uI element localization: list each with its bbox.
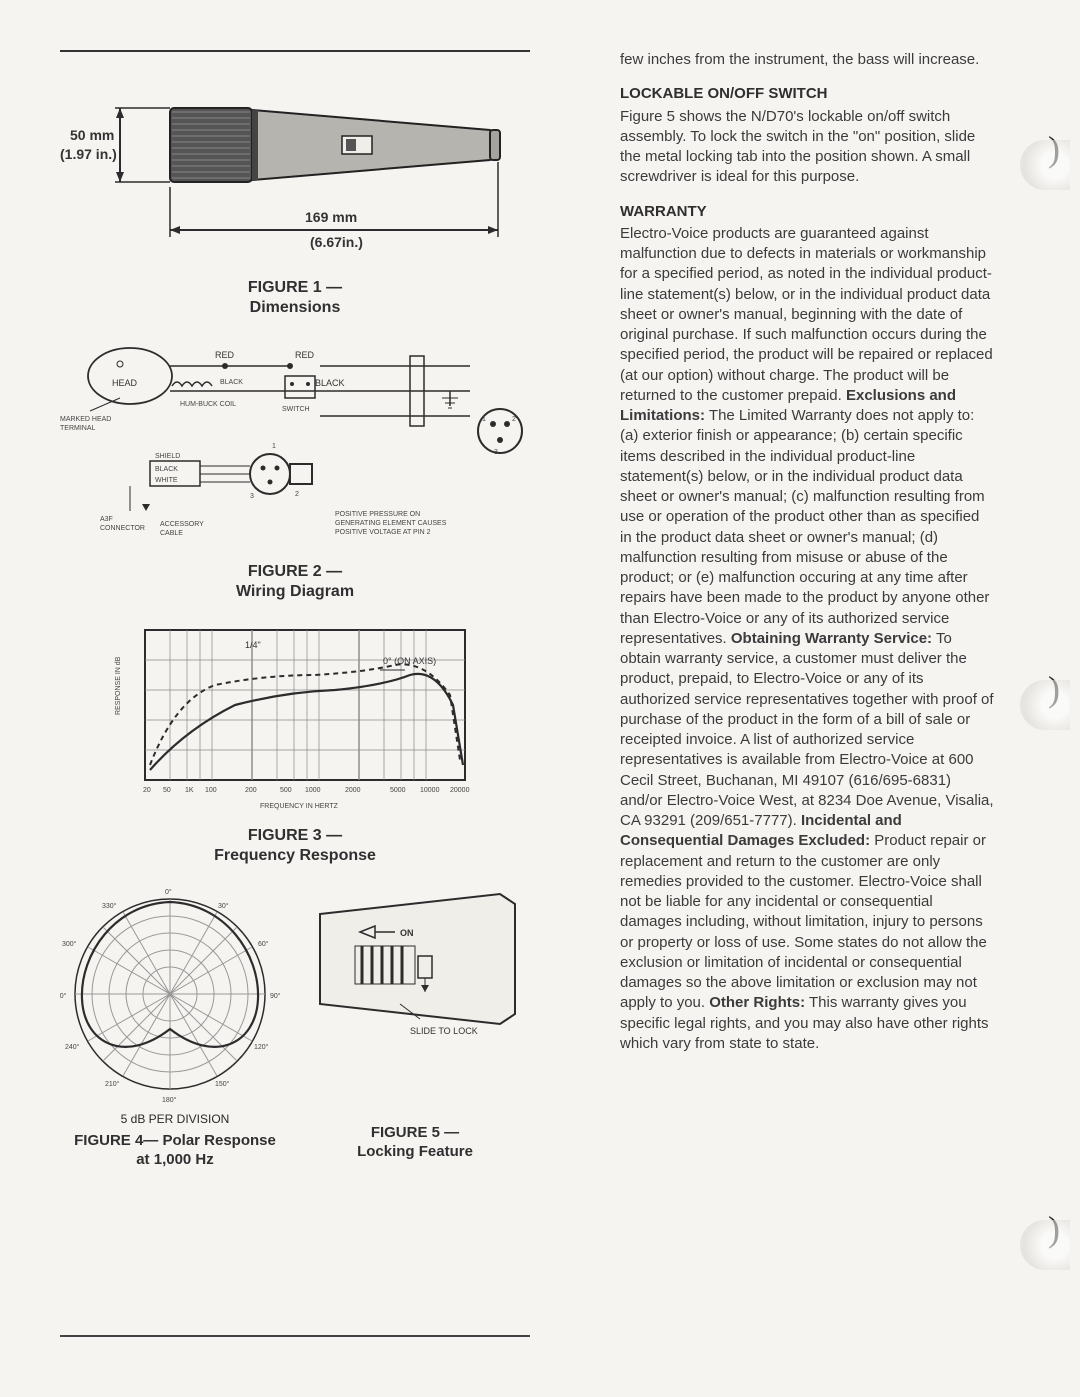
lockable-title: LOCKABLE ON/OFF SWITCH <box>620 84 995 104</box>
fig4-division: 5 dB PER DIVISION <box>60 1112 290 1126</box>
microphone-illustration <box>170 108 500 182</box>
svg-text:POSITIVE VOLTAGE AT PIN 2: POSITIVE VOLTAGE AT PIN 2 <box>335 529 431 536</box>
svg-text:300°: 300° <box>62 940 77 948</box>
svg-text:SHIELD: SHIELD <box>155 453 180 460</box>
svg-text:210°: 210° <box>105 1080 120 1088</box>
svg-text:TERMINAL: TERMINAL <box>60 425 96 432</box>
svg-text:CABLE: CABLE <box>160 530 183 537</box>
svg-text:2: 2 <box>295 491 299 498</box>
svg-text:270°: 270° <box>60 992 67 1000</box>
svg-text:BLACK: BLACK <box>155 466 178 473</box>
svg-text:180°: 180° <box>162 1096 177 1104</box>
svg-text:10000: 10000 <box>420 787 440 794</box>
svg-text:CONNECTOR: CONNECTOR <box>100 525 145 532</box>
svg-text:1000: 1000 <box>305 787 321 794</box>
figure-5-locking: ON SLIDE TO L <box>300 884 530 1180</box>
svg-text:20000: 20000 <box>450 787 470 794</box>
fig1-length-mm: 169 mm <box>305 209 357 225</box>
svg-text:HEAD: HEAD <box>112 378 138 388</box>
figure-3-caption: FIGURE 3 — Frequency Response <box>60 826 530 866</box>
svg-text:SWITCH: SWITCH <box>282 406 310 413</box>
warranty-body: Electro-Voice products are guaranteed ag… <box>620 224 995 1054</box>
warranty-title: WARRANTY <box>620 202 995 222</box>
svg-text:0°: 0° <box>165 888 172 896</box>
svg-text:20: 20 <box>143 787 151 794</box>
figure-5-caption: FIGURE 5 — Locking Feature <box>300 1124 530 1162</box>
fig1-height-mm: 50 mm <box>70 127 114 143</box>
hole-punch-shadow <box>1020 1220 1070 1270</box>
fig1-height-in: (1.97 in.) <box>60 146 117 162</box>
figure-3-frequency: 1/4" 0° (ON AXIS) RESPONSE IN dB 20501K … <box>60 620 530 866</box>
svg-text:RED: RED <box>295 350 315 360</box>
svg-text:2000: 2000 <box>345 787 361 794</box>
svg-text:1: 1 <box>272 443 276 450</box>
svg-text:BLACK: BLACK <box>315 378 345 388</box>
figure-2-wiring: HEAD HUM-BUCK COIL RED RED BLACK BLACK S… <box>60 336 530 602</box>
bottom-rule <box>60 1335 530 1337</box>
svg-text:500: 500 <box>280 787 292 794</box>
svg-text:90°: 90° <box>270 992 280 1000</box>
svg-text:30°: 30° <box>218 902 229 910</box>
svg-text:SLIDE TO LOCK: SLIDE TO LOCK <box>410 1026 478 1036</box>
intro-paragraph: few inches from the instrument, the bass… <box>620 50 995 70</box>
svg-text:GENERATING ELEMENT CAUSES: GENERATING ELEMENT CAUSES <box>335 520 447 527</box>
svg-text:RED: RED <box>215 350 235 360</box>
figure-2-caption: FIGURE 2 — Wiring Diagram <box>60 562 530 602</box>
figure-4-polar: 0° 30° 60° 90° 120° 150° 180° 210° 240° … <box>60 884 290 1188</box>
svg-text:5000: 5000 <box>390 787 406 794</box>
svg-text:A3F: A3F <box>100 516 113 523</box>
svg-text:3: 3 <box>494 449 498 456</box>
svg-text:ON: ON <box>400 928 414 938</box>
svg-text:60°: 60° <box>258 940 269 948</box>
svg-text:POSITIVE PRESSURE ON: POSITIVE PRESSURE ON <box>335 511 420 518</box>
figure-1-dimensions: 50 mm (1.97 in.) <box>60 62 530 318</box>
top-rule <box>60 50 530 52</box>
hole-punch-shadow <box>1020 680 1070 730</box>
svg-text:FREQUENCY IN HERTZ: FREQUENCY IN HERTZ <box>260 803 339 810</box>
figure-1-caption: FIGURE 1 — Dimensions <box>60 278 530 318</box>
svg-text:50: 50 <box>163 787 171 794</box>
text-column: few inches from the instrument, the bass… <box>620 50 1040 1068</box>
fig1-length-in: (6.67in.) <box>310 234 363 250</box>
svg-text:BLACK: BLACK <box>220 379 243 386</box>
hole-punch-shadow <box>1020 140 1070 190</box>
svg-text:1: 1 <box>482 416 486 423</box>
lockable-body: Figure 5 shows the N/D70's lockable on/o… <box>620 107 995 188</box>
svg-text:100: 100 <box>205 787 217 794</box>
svg-text:3: 3 <box>250 493 254 500</box>
svg-text:2: 2 <box>512 416 516 423</box>
svg-text:RESPONSE IN dB: RESPONSE IN dB <box>115 656 122 715</box>
svg-text:240°: 240° <box>65 1043 80 1051</box>
svg-text:1/4": 1/4" <box>245 640 261 650</box>
svg-text:1K: 1K <box>185 787 194 794</box>
figures-column: 50 mm (1.97 in.) <box>60 50 530 1188</box>
svg-text:150°: 150° <box>215 1080 230 1088</box>
svg-text:200: 200 <box>245 787 257 794</box>
figure-4-caption: FIGURE 4— Polar Response at 1,000 Hz <box>60 1132 290 1170</box>
svg-text:WHITE: WHITE <box>155 477 178 484</box>
svg-text:0° (ON AXIS): 0° (ON AXIS) <box>383 656 436 666</box>
svg-text:HUM-BUCK COIL: HUM-BUCK COIL <box>180 401 236 408</box>
svg-text:MARKED HEAD: MARKED HEAD <box>60 416 111 423</box>
svg-text:ACCESSORY: ACCESSORY <box>160 521 204 528</box>
svg-text:330°: 330° <box>102 902 117 910</box>
svg-text:120°: 120° <box>254 1043 269 1051</box>
